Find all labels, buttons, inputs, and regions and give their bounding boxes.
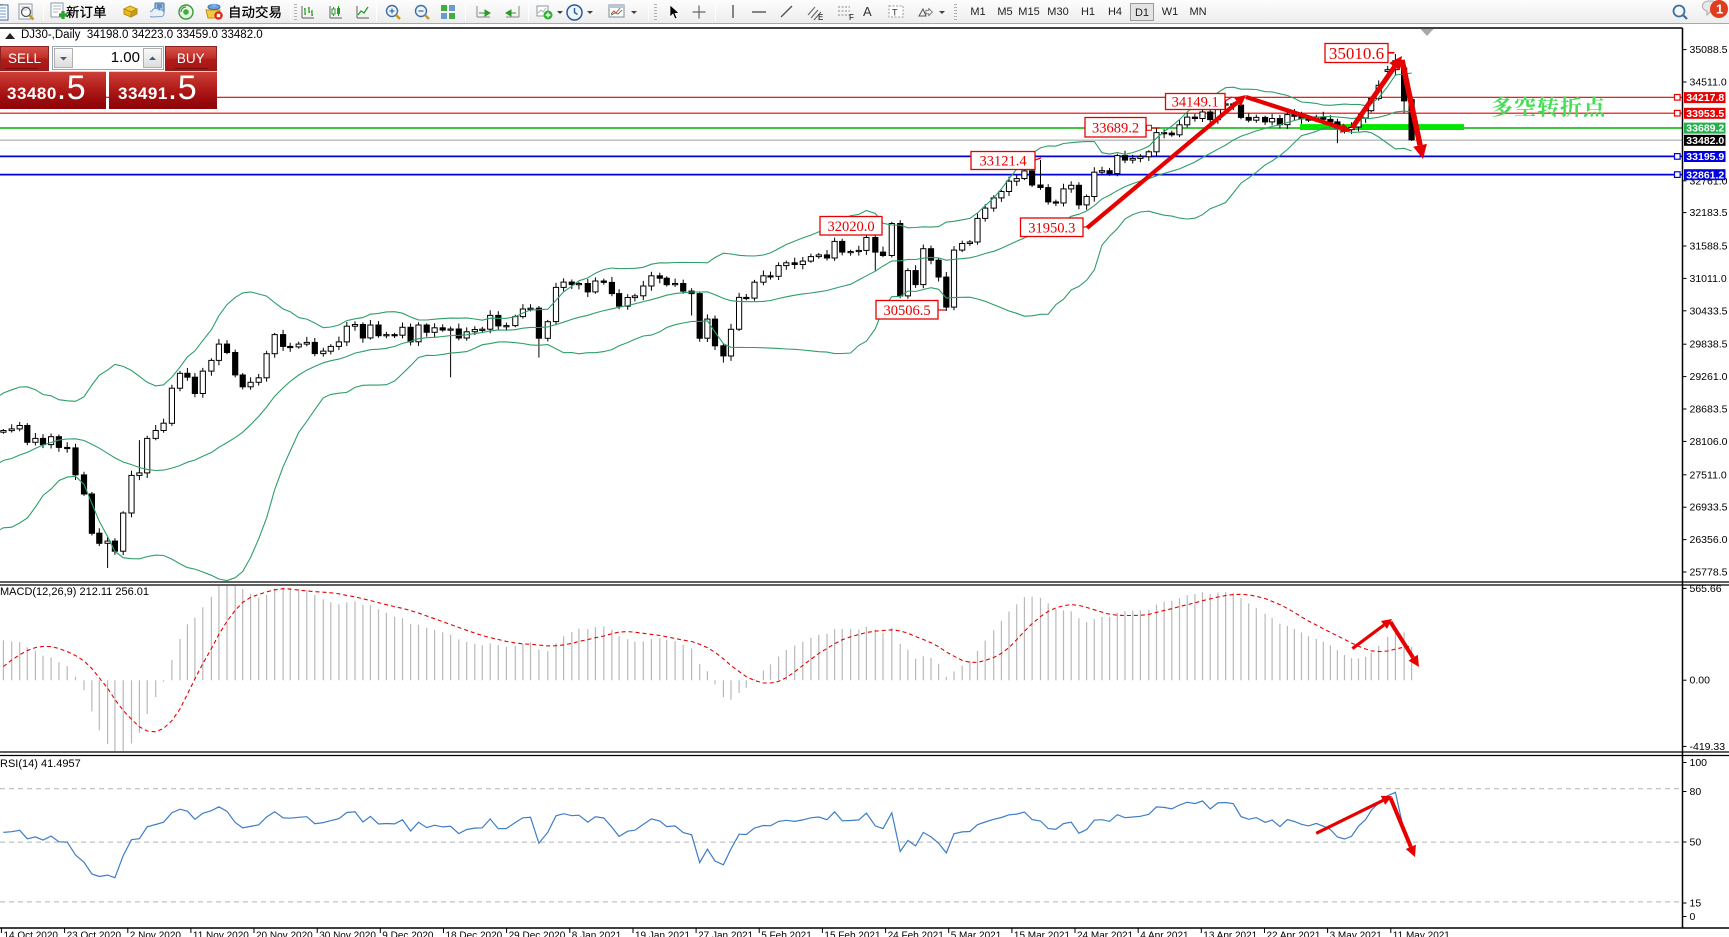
- svg-text:34217.8: 34217.8: [1686, 92, 1724, 104]
- svg-text:9 Dec 2020: 9 Dec 2020: [382, 931, 434, 937]
- svg-text:26356.0: 26356.0: [1690, 534, 1728, 546]
- svg-text:31588.5: 31588.5: [1690, 241, 1728, 253]
- svg-text:0.00: 0.00: [1690, 675, 1711, 687]
- svg-text:4 Apr 2021: 4 Apr 2021: [1140, 931, 1189, 937]
- svg-text:31011.0: 31011.0: [1690, 273, 1727, 285]
- svg-text:33953.5: 33953.5: [1686, 108, 1724, 120]
- svg-text:30506.5: 30506.5: [883, 303, 930, 319]
- svg-text:29838.5: 29838.5: [1690, 339, 1728, 351]
- svg-text:5 Mar 2021: 5 Mar 2021: [951, 931, 1002, 937]
- svg-text:22 Apr 2021: 22 Apr 2021: [1267, 931, 1321, 937]
- svg-text:30433.5: 30433.5: [1690, 305, 1728, 317]
- svg-text:20 Nov 2020: 20 Nov 2020: [256, 931, 313, 937]
- svg-text:28106.0: 28106.0: [1690, 436, 1728, 448]
- svg-text:565.66: 565.66: [1690, 583, 1722, 595]
- svg-text:23 Oct 2020: 23 Oct 2020: [67, 931, 122, 937]
- svg-text:13 Apr 2021: 13 Apr 2021: [1203, 931, 1257, 937]
- svg-text:F: F: [849, 13, 854, 22]
- svg-text:15 Mar 2021: 15 Mar 2021: [1014, 931, 1071, 937]
- svg-text:33121.4: 33121.4: [979, 154, 1027, 170]
- svg-text:35088.5: 35088.5: [1690, 44, 1728, 56]
- svg-text:33482.0: 33482.0: [1686, 135, 1724, 147]
- svg-text:27511.0: 27511.0: [1690, 469, 1727, 481]
- svg-text:15 Feb 2021: 15 Feb 2021: [824, 931, 881, 937]
- svg-text:15: 15: [1690, 898, 1702, 910]
- svg-text:24 Mar 2021: 24 Mar 2021: [1077, 931, 1134, 937]
- svg-text:30 Nov 2020: 30 Nov 2020: [319, 931, 376, 937]
- svg-text:33195.9: 33195.9: [1686, 151, 1724, 163]
- svg-text:2 Nov 2020: 2 Nov 2020: [130, 931, 182, 937]
- svg-text:80: 80: [1690, 786, 1702, 798]
- svg-text:3 May 2021: 3 May 2021: [1330, 931, 1383, 937]
- svg-text:-419.33: -419.33: [1690, 741, 1726, 753]
- svg-text:19 Jan 2021: 19 Jan 2021: [635, 931, 690, 937]
- svg-text:32020.0: 32020.0: [827, 219, 874, 235]
- svg-text:0: 0: [1690, 911, 1696, 923]
- svg-text:11 May 2021: 11 May 2021: [1393, 931, 1451, 937]
- svg-text:24 Feb 2021: 24 Feb 2021: [888, 931, 945, 937]
- svg-text:29 Dec 2020: 29 Dec 2020: [509, 931, 566, 937]
- svg-text:1: 1: [1716, 2, 1723, 17]
- svg-text:33689.2: 33689.2: [1092, 121, 1139, 137]
- svg-text:8 Jan 2021: 8 Jan 2021: [572, 931, 622, 937]
- svg-text:28683.5: 28683.5: [1690, 404, 1728, 416]
- svg-text:26933.5: 26933.5: [1690, 502, 1728, 514]
- svg-text:33689.2: 33689.2: [1686, 123, 1724, 135]
- svg-text:100: 100: [1690, 757, 1708, 769]
- svg-text:34511.0: 34511.0: [1690, 77, 1727, 89]
- svg-text:35010.6: 35010.6: [1329, 44, 1384, 63]
- svg-text:50: 50: [1690, 837, 1702, 849]
- svg-text:34149.1: 34149.1: [1172, 95, 1219, 111]
- svg-text:E: E: [818, 13, 823, 22]
- svg-text:32183.5: 32183.5: [1690, 207, 1728, 219]
- svg-text:18 Dec 2020: 18 Dec 2020: [446, 931, 503, 937]
- svg-text:32861.2: 32861.2: [1686, 169, 1724, 181]
- svg-text:27 Jan 2021: 27 Jan 2021: [698, 931, 753, 937]
- svg-text:14 Oct 2020: 14 Oct 2020: [4, 931, 59, 937]
- svg-text:T: T: [892, 8, 898, 18]
- svg-text:5 Feb 2021: 5 Feb 2021: [761, 931, 812, 937]
- svg-text:11 Nov 2020: 11 Nov 2020: [193, 931, 249, 937]
- svg-text:25778.5: 25778.5: [1690, 567, 1728, 579]
- svg-text:29261.0: 29261.0: [1690, 371, 1728, 383]
- svg-text:31950.3: 31950.3: [1028, 221, 1075, 237]
